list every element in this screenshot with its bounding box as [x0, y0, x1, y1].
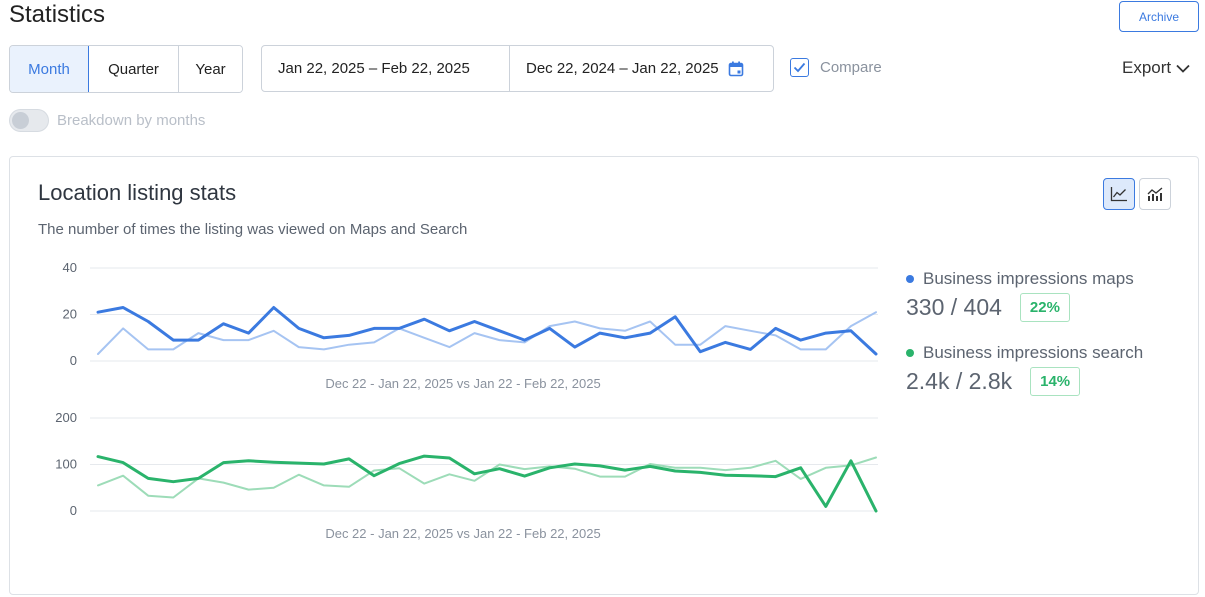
previous-date-range-text: Dec 22, 2024 – Jan 22, 2025: [526, 60, 719, 77]
chevron-down-icon: [1176, 64, 1190, 73]
period-month-button[interactable]: Month: [10, 46, 89, 92]
legend-search-change-badge: 14%: [1030, 367, 1081, 396]
calendar-icon[interactable]: [728, 61, 744, 77]
line-chart-icon: [1110, 187, 1127, 202]
breakdown-toggle-row: Breakdown by months: [9, 109, 205, 132]
breakdown-toggle[interactable]: [9, 109, 49, 132]
bar-line-chart-icon: [1147, 187, 1163, 201]
legend-maps: Business impressions maps 330 / 404 22%: [906, 269, 1134, 322]
search-chart-caption: Dec 22 - Jan 22, 2025 vs Jan 22 - Feb 22…: [325, 526, 600, 541]
search-current-series-line: [96, 454, 878, 513]
legend-search-value: 2.4k / 2.8k: [906, 368, 1013, 394]
maps-current-series-line: [96, 306, 878, 356]
period-quarter-button[interactable]: Quarter: [89, 46, 179, 92]
maps-y-tick-label: 20: [63, 307, 77, 322]
search-y-tick-label: 0: [70, 503, 77, 518]
period-selector: Month Quarter Year: [9, 45, 243, 93]
date-range-picker[interactable]: Jan 22, 2025 – Feb 22, 2025 Dec 22, 2024…: [261, 45, 774, 92]
legend-maps-label: Business impressions maps: [923, 269, 1134, 288]
maps-y-tick-label: 0: [70, 353, 77, 368]
current-date-range-text: Jan 22, 2025 – Feb 22, 2025: [278, 60, 470, 77]
search-dot-icon: [906, 349, 914, 357]
page-title: Statistics: [9, 1, 106, 28]
maps-y-tick-label: 40: [63, 260, 77, 275]
legend-search-label: Business impressions search: [923, 343, 1144, 362]
search-y-tick-label: 100: [55, 457, 77, 472]
card-subtitle: The number of times the listing was view…: [38, 221, 468, 238]
bar-view-button[interactable]: [1139, 178, 1171, 210]
export-dropdown[interactable]: Export: [1122, 58, 1190, 78]
legend-search: Business impressions search 2.4k / 2.8k …: [906, 343, 1143, 396]
check-icon: [793, 62, 806, 73]
breakdown-label: Breakdown by months: [57, 112, 206, 129]
previous-date-range[interactable]: Dec 22, 2024 – Jan 22, 2025: [510, 46, 773, 91]
toggle-knob: [12, 112, 29, 129]
compare-control[interactable]: Compare: [790, 58, 882, 77]
search-y-tick-label: 200: [55, 410, 77, 425]
period-year-button[interactable]: Year: [179, 46, 242, 92]
maps-dot-icon: [906, 275, 914, 283]
maps-chart-caption: Dec 22 - Jan 22, 2025 vs Jan 22 - Feb 22…: [325, 376, 600, 391]
current-date-range[interactable]: Jan 22, 2025 – Feb 22, 2025: [262, 46, 510, 91]
location-stats-card: Location listing stats The number of tim…: [9, 156, 1199, 595]
maps-previous-series-line: [97, 311, 877, 355]
legend-maps-change-badge: 22%: [1019, 293, 1070, 322]
card-title: Location listing stats: [38, 180, 237, 205]
export-label: Export: [1122, 58, 1172, 77]
archive-button[interactable]: Archive: [1119, 1, 1199, 32]
legend-maps-value: 330 / 404: [906, 294, 1002, 320]
compare-label: Compare: [820, 59, 882, 76]
line-view-button[interactable]: [1103, 178, 1135, 210]
compare-checkbox[interactable]: [790, 58, 809, 77]
